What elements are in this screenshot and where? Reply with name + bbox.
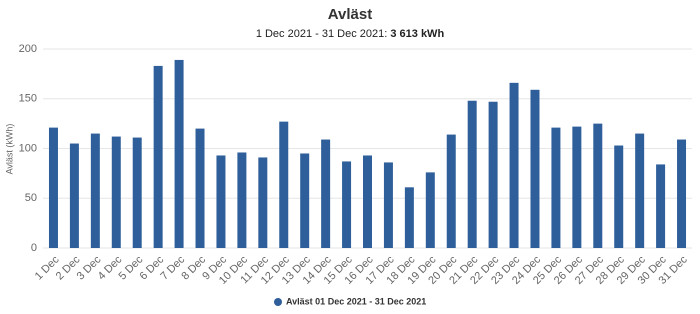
y-tick-label: 200 — [19, 43, 37, 55]
bar — [467, 100, 477, 249]
bar — [111, 136, 121, 248]
bar — [216, 155, 226, 248]
bar — [69, 143, 79, 248]
bar — [363, 155, 372, 248]
legend-marker — [274, 298, 282, 306]
subtitle-total: 3 613 kWh — [390, 28, 444, 40]
bar — [174, 59, 184, 248]
bar — [258, 157, 268, 248]
bar — [153, 65, 163, 248]
bar — [593, 123, 603, 248]
y-tick-label: 150 — [19, 93, 37, 105]
bar — [677, 139, 687, 248]
bar — [509, 82, 519, 248]
bar — [488, 101, 498, 248]
bar — [635, 133, 645, 248]
bar — [446, 134, 456, 248]
bar — [530, 89, 540, 248]
bar — [404, 187, 414, 248]
bar — [572, 126, 582, 248]
bar — [132, 137, 142, 248]
bar — [656, 164, 666, 248]
bar — [614, 145, 624, 248]
bar — [195, 128, 205, 248]
bar — [48, 127, 58, 248]
bar — [551, 127, 561, 248]
y-tick-label: 0 — [31, 242, 37, 254]
y-tick-label: 50 — [25, 192, 37, 204]
bar — [425, 172, 435, 248]
chart-subtitle: 1 Dec 2021 - 31 Dec 2021: 3 613 kWh — [256, 28, 445, 40]
bar — [321, 139, 331, 248]
chart-title: Avläst — [328, 6, 372, 23]
bar — [300, 153, 310, 248]
subtitle-range: 1 Dec 2021 - 31 Dec 2021: — [256, 28, 387, 40]
bar — [342, 161, 352, 248]
y-tick-label: 100 — [19, 142, 37, 154]
bar — [90, 133, 100, 248]
bar — [383, 162, 393, 248]
legend-label: Avläst 01 Dec 2021 - 31 Dec 2021 — [286, 296, 426, 306]
y-axis-label: Avläst (kWh) — [4, 124, 14, 175]
bar — [279, 121, 289, 248]
bar — [237, 152, 247, 248]
